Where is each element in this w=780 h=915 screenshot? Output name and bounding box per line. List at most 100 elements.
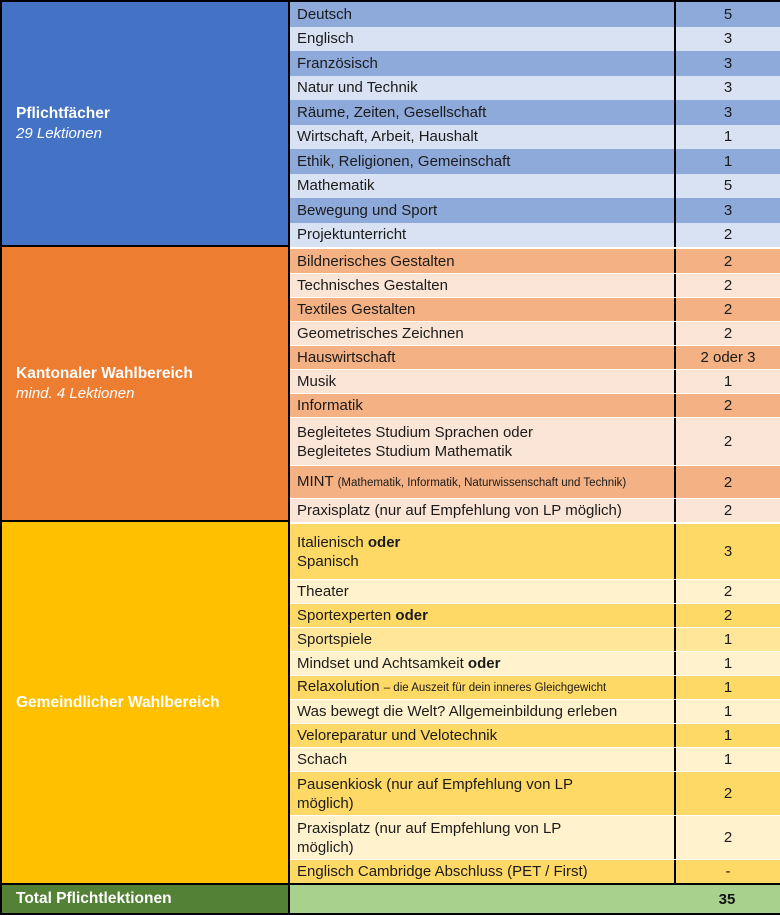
section-header-gemeindlicher-wahlbereich: Gemeindlicher Wahlbereich [2, 522, 290, 883]
section-rows-pflichtfaecher: Deutsch 5 Englisch 3 Französisch 3 Natur und T… [290, 2, 780, 247]
subject-cell: Englisch [297, 30, 354, 48]
subject-cell: Hauswirtschaft [297, 349, 396, 366]
table-row: Pausenkiosk (nur auf Empfehlung von LP mö… [290, 771, 780, 815]
subject-cell: Italienisch oder Spanisch [297, 533, 401, 570]
lessons-count-cell: 2 [674, 298, 780, 321]
lessons-count-cell: 2 [674, 580, 780, 603]
subject-cell: Pausenkiosk (nur auf Empfehlung von LP mö… [297, 775, 573, 812]
table-row: Wirtschaft, Arbeit, Haushalt 1 [290, 124, 780, 149]
table-row: Musik 1 [290, 369, 780, 393]
subject-cell: MINT (Mathematik, Informatik, Naturwisse… [297, 472, 627, 490]
subject-cell: Informatik [297, 397, 363, 414]
subject-cell: Projektunterricht [297, 226, 407, 244]
table-row: Praxisplatz (nur auf Empfehlung von LP mö… [290, 815, 780, 859]
lessons-count-cell: 1 [674, 700, 780, 723]
lessons-count-cell: 2 [674, 394, 780, 417]
lessons-count-cell: 3 [674, 100, 780, 125]
table-row: Hauswirtschaft 2 oder 3 [290, 345, 780, 369]
lessons-count-cell: 2 oder 3 [674, 346, 780, 369]
subject-cell: Französisch [297, 54, 378, 72]
total-spacer [290, 885, 674, 913]
subject-cell: Sportspiele [297, 631, 373, 648]
subject-cell: Textiles Gestalten [297, 301, 416, 318]
table-row: Informatik 2 [290, 393, 780, 417]
section-title: Kantonaler Wahlbereich [16, 364, 193, 382]
lessons-count-cell: 2 [674, 274, 780, 297]
subject-cell: Praxisplatz (nur auf Empfehlung von LP m… [297, 502, 622, 519]
total-label: Total Pflichtlektionen [2, 885, 290, 913]
table-row: Natur und Technik 3 [290, 75, 780, 100]
lessons-count-cell: 2 [674, 322, 780, 345]
lessons-count-cell: 1 [674, 652, 780, 675]
table-row: Mindset und Achtsamkeit oder 1 [290, 651, 780, 675]
subject-cell: Ethik, Religionen, Gemeinschaft [297, 152, 511, 170]
lessons-count-cell: 2 [674, 499, 780, 522]
table-row: Textiles Gestalten 2 [290, 297, 780, 321]
table-row: Was bewegt die Welt? Allgemeinbildung er… [290, 699, 780, 723]
table-row: Räume, Zeiten, Gesellschaft 3 [290, 100, 780, 125]
table-row: Englisch Cambridge Abschluss (PET / Firs… [290, 859, 780, 883]
subject-cell: Was bewegt die Welt? Allgemeinbildung er… [297, 703, 618, 720]
table-row: Ethik, Religionen, Gemeinschaft 1 [290, 149, 780, 174]
section-title: Gemeindlicher Wahlbereich [16, 693, 220, 711]
subject-cell: Bewegung und Sport [297, 201, 438, 219]
table-row: Französisch 3 [290, 51, 780, 76]
subject-cell: Praxisplatz (nur auf Empfehlung von LP mö… [297, 819, 562, 856]
table-row: Praxisplatz (nur auf Empfehlung von LP m… [290, 498, 780, 522]
section-rows-kantonaler-wahlbereich: Bildnerisches Gestalten 2 Technisches Gest… [290, 247, 780, 522]
table-row: Sportspiele 1 [290, 627, 780, 651]
subject-cell: Mathematik [297, 177, 375, 195]
table-row: Relaxolution – die Auszeit für dein inne… [290, 675, 780, 699]
lessons-count-cell: 2 [674, 222, 780, 247]
subject-cell: Veloreparatur und Velotechnik [297, 727, 498, 744]
lessons-count-cell: 3 [674, 51, 780, 76]
lessons-count-cell: 5 [674, 2, 780, 27]
lessons-count-cell: 1 [674, 149, 780, 174]
table-row: Theater 2 [290, 579, 780, 603]
section-header-pflichtfaecher: Pflichtfächer 29 Lektionen [2, 2, 290, 247]
table-row: Bildnerisches Gestalten 2 [290, 249, 780, 273]
subject-cell: Wirtschaft, Arbeit, Haushalt [297, 128, 478, 146]
lessons-count-cell: 3 [674, 524, 780, 579]
table-row: Projektunterricht 2 [290, 222, 780, 247]
lessons-count-cell: 2 [674, 772, 780, 815]
subject-cell: Theater [297, 583, 349, 600]
subject-cell: Begleitetes Studium Sprachen oder Begleit… [297, 423, 533, 460]
section-subtitle: mind. 4 Lektionen [16, 384, 135, 402]
lessons-count-cell: 1 [674, 676, 780, 699]
lessons-count-cell: 1 [674, 124, 780, 149]
section-subtitle: 29 Lektionen [16, 124, 102, 142]
table-row: Veloreparatur und Velotechnik 1 [290, 723, 780, 747]
table-row: Sportexperten oder 2 [290, 603, 780, 627]
section-pflichtfaecher: Pflichtfächer 29 Lektionen Deutsch 5 Engli… [2, 2, 780, 247]
lessons-count-cell: 2 [674, 816, 780, 859]
section-gemeindlicher-wahlbereich: Gemeindlicher Wahlbereich Italienisch od… [2, 522, 780, 883]
lessons-count-cell: 3 [674, 75, 780, 100]
lessons-count-cell: 1 [674, 628, 780, 651]
lessons-count-cell: - [674, 860, 780, 883]
table-row: Schach 1 [290, 747, 780, 771]
table-row: Begleitetes Studium Sprachen oder Begleit… [290, 417, 780, 465]
subject-cell: Englisch Cambridge Abschluss (PET / Firs… [297, 863, 588, 880]
total-value: 35 [718, 890, 736, 908]
table-row: Englisch 3 [290, 26, 780, 51]
table-row: Mathematik 5 [290, 173, 780, 198]
lessons-count-cell: 1 [674, 748, 780, 771]
table-row: Italienisch oder Spanisch 3 [290, 524, 780, 579]
subject-cell: Geometrisches Zeichnen [297, 325, 464, 342]
lessons-count-cell: 2 [674, 418, 780, 465]
table-row: Technisches Gestalten 2 [290, 273, 780, 297]
section-title: Pflichtfächer [16, 104, 110, 122]
table-row: Geometrisches Zeichnen 2 [290, 321, 780, 345]
total-row: Total Pflichtlektionen 35 [2, 883, 780, 913]
subject-cell: Technisches Gestalten [297, 277, 448, 294]
lessons-count-cell: 3 [674, 26, 780, 51]
section-kantonaler-wahlbereich: Kantonaler Wahlbereich mind. 4 Lektionen… [2, 247, 780, 522]
subject-cell: Bildnerisches Gestalten [297, 252, 455, 270]
table-row: Bewegung und Sport 3 [290, 198, 780, 223]
lessons-count-cell: 1 [674, 724, 780, 747]
section-rows-gemeindlicher-wahlbereich: Italienisch oder Spanisch 3 Theater 2 Sportex… [290, 522, 780, 883]
lessons-count-cell: 5 [674, 173, 780, 198]
subject-cell: Relaxolution – die Auszeit für dein inne… [297, 678, 607, 695]
